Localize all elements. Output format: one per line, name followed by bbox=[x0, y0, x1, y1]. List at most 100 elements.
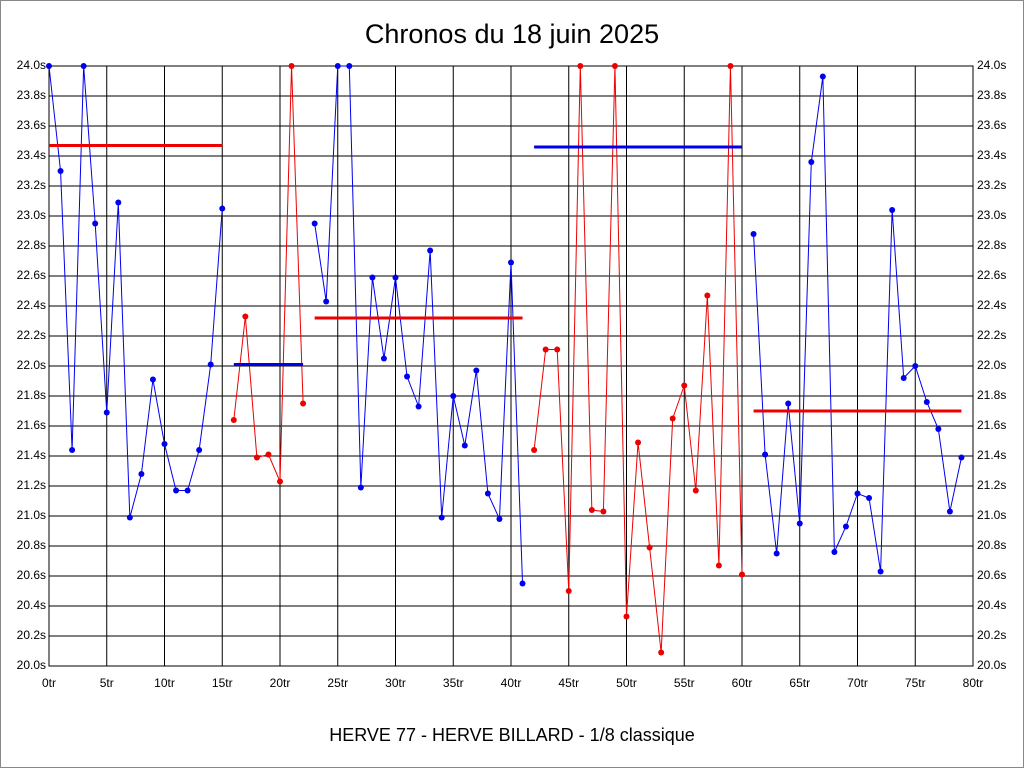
data-point bbox=[346, 63, 353, 69]
data-point bbox=[57, 168, 64, 174]
data-point bbox=[611, 63, 618, 69]
data-point bbox=[796, 520, 803, 527]
data-point bbox=[80, 63, 87, 69]
data-point bbox=[161, 441, 168, 447]
x-tick-label: 5tr bbox=[100, 676, 114, 690]
y-tick-label: 23.2s bbox=[17, 178, 46, 192]
data-point bbox=[149, 376, 156, 383]
data-point bbox=[912, 363, 919, 369]
data-point bbox=[173, 487, 180, 494]
data-point bbox=[750, 231, 757, 237]
data-point bbox=[103, 409, 110, 416]
y2-tick-label: 21.0s bbox=[977, 508, 1006, 522]
data-point bbox=[138, 471, 145, 477]
data-point bbox=[427, 247, 434, 254]
data-point bbox=[473, 367, 480, 374]
data-point bbox=[46, 63, 52, 69]
x-tick-label: 40tr bbox=[501, 676, 522, 690]
data-point bbox=[588, 507, 595, 513]
y-tick-label: 23.0s bbox=[17, 208, 46, 222]
y-tick-label: 20.0s bbox=[17, 658, 46, 672]
x-tick-label: 75tr bbox=[905, 676, 926, 690]
data-point bbox=[323, 298, 330, 305]
y2-tick-label: 20.4s bbox=[977, 598, 1006, 612]
y-tick-label: 22.8s bbox=[17, 238, 46, 252]
data-point bbox=[115, 199, 122, 206]
y2-tick-label: 23.4s bbox=[977, 148, 1006, 162]
data-point bbox=[935, 426, 942, 432]
y-tick-label: 20.4s bbox=[17, 598, 46, 612]
data-point bbox=[230, 417, 237, 423]
data-point bbox=[773, 550, 780, 557]
x-tick-label: 35tr bbox=[443, 676, 464, 690]
x-tick-label: 30tr bbox=[385, 676, 406, 690]
data-point bbox=[438, 514, 445, 521]
series-line bbox=[48, 65, 223, 518]
data-point bbox=[207, 361, 214, 368]
data-point bbox=[288, 63, 295, 69]
y2-tick-label: 22.6s bbox=[977, 268, 1006, 282]
y2-tick-label: 21.8s bbox=[977, 388, 1006, 402]
data-point bbox=[450, 393, 457, 399]
data-point bbox=[692, 487, 699, 494]
data-point bbox=[762, 451, 769, 458]
y-tick-label: 23.6s bbox=[17, 118, 46, 132]
data-point bbox=[819, 73, 826, 80]
y2-tick-label: 21.2s bbox=[977, 478, 1006, 492]
y-tick-label: 24.0s bbox=[17, 58, 46, 72]
y2-tick-label: 20.2s bbox=[977, 628, 1006, 642]
x-tick-label: 65tr bbox=[789, 676, 810, 690]
data-point bbox=[946, 508, 953, 515]
y2-tick-label: 22.2s bbox=[977, 328, 1006, 342]
data-point bbox=[519, 580, 526, 587]
data-point bbox=[842, 523, 849, 530]
data-point bbox=[739, 571, 745, 578]
data-point bbox=[785, 400, 792, 407]
data-point bbox=[300, 400, 307, 407]
y2-tick-label: 23.2s bbox=[977, 178, 1006, 192]
y2-tick-label: 20.0s bbox=[977, 658, 1006, 672]
y2-tick-label: 23.0s bbox=[977, 208, 1006, 222]
data-point bbox=[715, 562, 722, 569]
data-point bbox=[646, 544, 653, 551]
x-tick-label: 15tr bbox=[212, 676, 233, 690]
data-point bbox=[265, 451, 272, 458]
data-point bbox=[923, 399, 930, 405]
data-point bbox=[196, 447, 203, 453]
data-point bbox=[554, 346, 561, 353]
x-tick-label: 80tr bbox=[963, 676, 984, 690]
data-point bbox=[253, 454, 260, 461]
y-tick-label: 20.2s bbox=[17, 628, 46, 642]
y-tick-label: 20.8s bbox=[17, 538, 46, 552]
y-tick-label: 22.2s bbox=[17, 328, 46, 342]
data-point bbox=[311, 220, 318, 227]
data-point bbox=[958, 454, 965, 461]
y2-tick-label: 24.0s bbox=[977, 58, 1006, 72]
data-point bbox=[380, 355, 387, 362]
y-tick-label: 21.4s bbox=[17, 448, 46, 462]
data-point bbox=[69, 447, 76, 453]
data-point bbox=[415, 403, 422, 410]
y-tick-label: 22.6s bbox=[17, 268, 46, 282]
data-point bbox=[669, 415, 676, 422]
y-tick-label: 21.2s bbox=[17, 478, 46, 492]
data-point bbox=[277, 478, 283, 485]
x-tick-label: 60tr bbox=[732, 676, 753, 690]
data-point bbox=[854, 490, 861, 497]
y-tick-label: 22.0s bbox=[17, 358, 46, 372]
data-point bbox=[242, 313, 249, 320]
data-point bbox=[184, 487, 191, 494]
data-point bbox=[808, 159, 815, 165]
y-tick-label: 23.4s bbox=[17, 148, 46, 162]
data-point bbox=[658, 649, 665, 656]
data-point bbox=[831, 549, 838, 555]
y2-tick-label: 22.0s bbox=[977, 358, 1006, 372]
data-point bbox=[126, 514, 133, 521]
y2-tick-label: 22.4s bbox=[977, 298, 1006, 312]
data-point bbox=[577, 63, 584, 69]
data-point bbox=[404, 373, 411, 380]
x-tick-label: 70tr bbox=[847, 676, 868, 690]
x-axis-label: HERVE 77 - HERVE BILLARD - 1/8 classique bbox=[329, 725, 695, 745]
